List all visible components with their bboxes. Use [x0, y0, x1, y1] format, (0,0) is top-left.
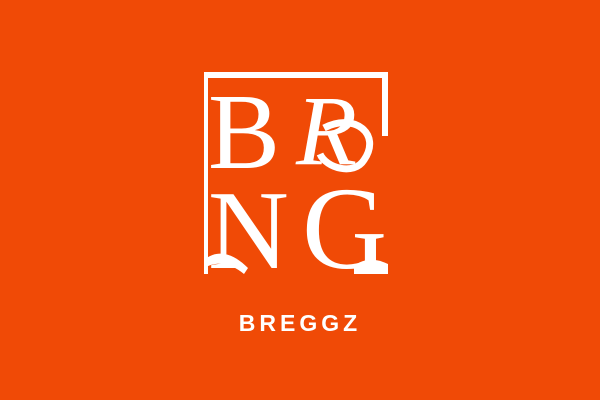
brand-wordmark: BREGGZ [238, 310, 362, 336]
monogram-swash [316, 119, 374, 173]
monogram-letter-b: B [208, 73, 280, 192]
monogram-left-bar [204, 72, 208, 274]
monogram-terminal-left [204, 253, 248, 274]
monogram-top-bar [204, 72, 388, 78]
monogram-letter-g: G [302, 163, 387, 274]
monogram-right-bar [382, 72, 388, 136]
monogram-artwork: B R N G [204, 72, 388, 274]
brand-monogram-logo: B R N G [204, 72, 388, 274]
monogram-terminal-right [354, 259, 388, 274]
